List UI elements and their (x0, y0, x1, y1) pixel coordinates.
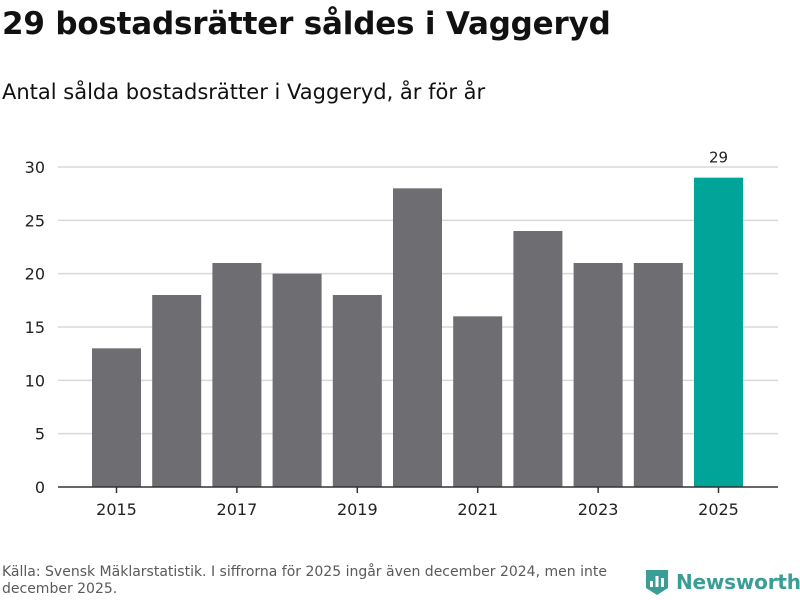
brand-name: Newsworthy (676, 570, 800, 594)
bar-2022 (513, 231, 563, 487)
bar-2023 (573, 263, 623, 487)
bar-2025 (694, 177, 743, 487)
newsworthy-logo-icon (646, 570, 668, 595)
bar-2020 (393, 188, 442, 488)
y-tick-label: 20 (25, 265, 45, 284)
bar-2018 (272, 273, 322, 487)
brand[interactable]: Newsworthy (644, 568, 800, 596)
bar-2017 (212, 263, 262, 487)
data-label: 29 (709, 149, 728, 167)
y-tick-label: 10 (25, 371, 45, 390)
x-tick-label: 2025 (698, 500, 739, 519)
bar-2019 (332, 295, 382, 487)
y-tick-label: 30 (25, 158, 45, 177)
y-tick-label: 0 (35, 478, 45, 497)
y-tick-label: 25 (25, 211, 45, 230)
source-note: Källa: Svensk Mäklarstatistik. I siffror… (2, 564, 607, 597)
data-labels: 29 (709, 149, 728, 167)
bar-2021 (453, 316, 503, 487)
y-tick-label: 15 (25, 318, 45, 337)
chart-title: 29 bostadsrätter såldes i Vaggeryd (2, 6, 611, 42)
bar-2024 (633, 263, 683, 487)
chart-subtitle: Antal sålda bostadsrätter i Vaggeryd, år… (2, 80, 486, 104)
bar-2015 (92, 348, 141, 487)
x-tick-label: 2017 (217, 500, 258, 519)
x-tick-label: 2023 (578, 500, 619, 519)
y-tick-label: 5 (35, 425, 45, 444)
bars (92, 177, 743, 488)
bar-2016 (152, 295, 202, 487)
x-tick-label: 2015 (96, 500, 137, 519)
x-tick-label: 2021 (457, 500, 498, 519)
x-tick-label: 2019 (337, 500, 378, 519)
